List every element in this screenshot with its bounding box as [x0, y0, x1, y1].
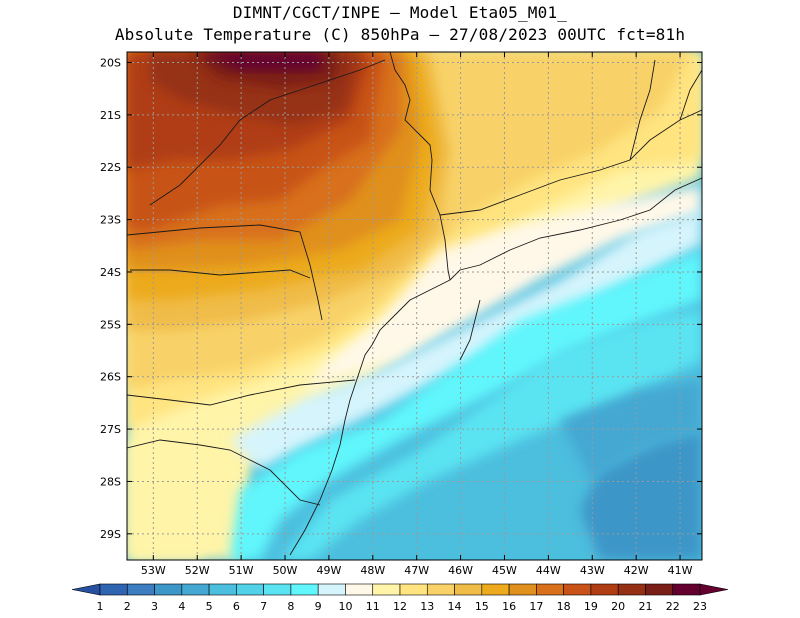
- lat-label: 27S: [100, 423, 121, 436]
- temperature-field: [127, 52, 702, 560]
- colorbar-label: 9: [315, 600, 322, 613]
- colorbar-box: [508, 583, 537, 596]
- colorbar-label: 12: [393, 600, 407, 613]
- lat-label: 23S: [100, 214, 121, 227]
- colorbar-box: [236, 583, 264, 596]
- colorbar-box: [426, 583, 455, 596]
- colorbar-box: [290, 583, 319, 596]
- colorbar-label: 18: [557, 600, 571, 613]
- colorbar-box: [645, 583, 674, 596]
- colorbar-box: [372, 583, 401, 596]
- lat-label: 26S: [100, 371, 121, 384]
- colorbar-label: 21: [638, 600, 652, 613]
- longitude-labels: 53W 52W 51W 50W 49W 48W 47W 46W 45W 44W 43W 42W 41W: [141, 52, 693, 577]
- colorbar-box: [399, 583, 428, 596]
- lon-label: 52W: [185, 564, 210, 577]
- colorbar-box: [154, 583, 183, 596]
- colorbar-label: 15: [475, 600, 489, 613]
- colorbar-left-arrow: [71, 583, 101, 596]
- colorbar-box: [481, 583, 510, 596]
- lon-label: 45W: [492, 564, 517, 577]
- colorbar-box: [208, 583, 237, 596]
- lon-label: 44W: [536, 564, 561, 577]
- lon-label: 43W: [580, 564, 605, 577]
- colorbar-box: [672, 583, 701, 596]
- colorbar-label: 2: [124, 600, 131, 613]
- lat-label: 20S: [100, 56, 121, 69]
- colorbar-box: [617, 583, 646, 596]
- colorbar-box: [536, 583, 564, 596]
- colorbar-label: 8: [287, 600, 294, 613]
- colorbar-label: 7: [260, 600, 267, 613]
- colorbar-label: 16: [502, 600, 516, 613]
- colorbar-label: 11: [366, 600, 380, 613]
- chart-title-line-1: DIMNT/CGCT/INPE – Model Eta05_M01_: [232, 3, 568, 22]
- colorbar-label: 3: [151, 600, 158, 613]
- lon-label: 53W: [141, 564, 166, 577]
- colorbar-label: 23: [693, 600, 707, 613]
- colorbar-label: 14: [448, 600, 462, 613]
- lat-label: 29S: [100, 528, 121, 541]
- lon-label: 41W: [668, 564, 693, 577]
- latitude-labels: 20S 21S 22S 23S 24S 25S 26S 27S 28S 29S: [100, 56, 702, 541]
- colorbar-label: 6: [233, 600, 240, 613]
- colorbar-boxes: [71, 583, 729, 596]
- colorbar-label: 19: [584, 600, 598, 613]
- lat-label: 22S: [100, 161, 121, 174]
- colorbar-box: [563, 583, 592, 596]
- lat-label: 25S: [100, 318, 121, 331]
- chart-title-line-2: Absolute Temperature (C) 850hPa – 27/08/…: [114, 25, 686, 44]
- colorbar-box: [99, 583, 128, 596]
- map-frame: [126, 51, 703, 561]
- colorbar-box: [181, 583, 210, 596]
- lon-label: 49W: [316, 564, 341, 577]
- boundary-lines: [127, 52, 702, 556]
- lon-label: 47W: [404, 564, 429, 577]
- colorbar-box: [454, 583, 483, 596]
- colorbar-label: 22: [666, 600, 680, 613]
- colorbar-box: [263, 583, 292, 596]
- colorbar-box: [126, 583, 155, 596]
- colorbar-box: [345, 583, 374, 596]
- colorbar-label: 10: [338, 600, 352, 613]
- lon-label: 42W: [624, 564, 649, 577]
- colorbar-box: [590, 583, 619, 596]
- colorbar-labels: 1 2 3 4 5 6 7 8 9 10 11 12 13 14 15 16 17 18 19 20 21 22 23: [97, 600, 708, 613]
- colorbar-label: 13: [420, 600, 434, 613]
- colorbar-label: 4: [178, 600, 185, 613]
- colorbar-label: 5: [206, 600, 213, 613]
- colorbar-label: 20: [611, 600, 625, 613]
- lat-label: 24S: [100, 266, 121, 279]
- lat-label: 28S: [100, 475, 121, 488]
- colorbar-box: [317, 583, 346, 596]
- lon-label: 51W: [229, 564, 254, 577]
- lon-label: 46W: [448, 564, 473, 577]
- colorbar-label: 1: [97, 600, 104, 613]
- colorbar: 1 2 3 4 5 6 7 8 9 10 11 12 13 14 15 16 17 18 19 20 21 22 23: [71, 583, 729, 613]
- lon-label: 50W: [273, 564, 298, 577]
- lat-label: 21S: [100, 109, 121, 122]
- grid-lines: [127, 52, 702, 560]
- colorbar-label: 17: [529, 600, 543, 613]
- colorbar-right-arrow: [699, 583, 729, 596]
- lon-label: 48W: [360, 564, 385, 577]
